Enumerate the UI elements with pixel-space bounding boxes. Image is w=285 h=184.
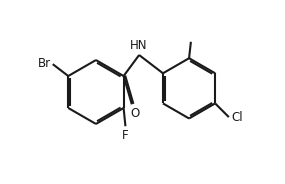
Text: O: O	[130, 107, 139, 120]
Text: Cl: Cl	[232, 111, 243, 124]
Text: HN: HN	[129, 39, 147, 52]
Text: Br: Br	[38, 57, 51, 70]
Text: F: F	[122, 129, 129, 142]
